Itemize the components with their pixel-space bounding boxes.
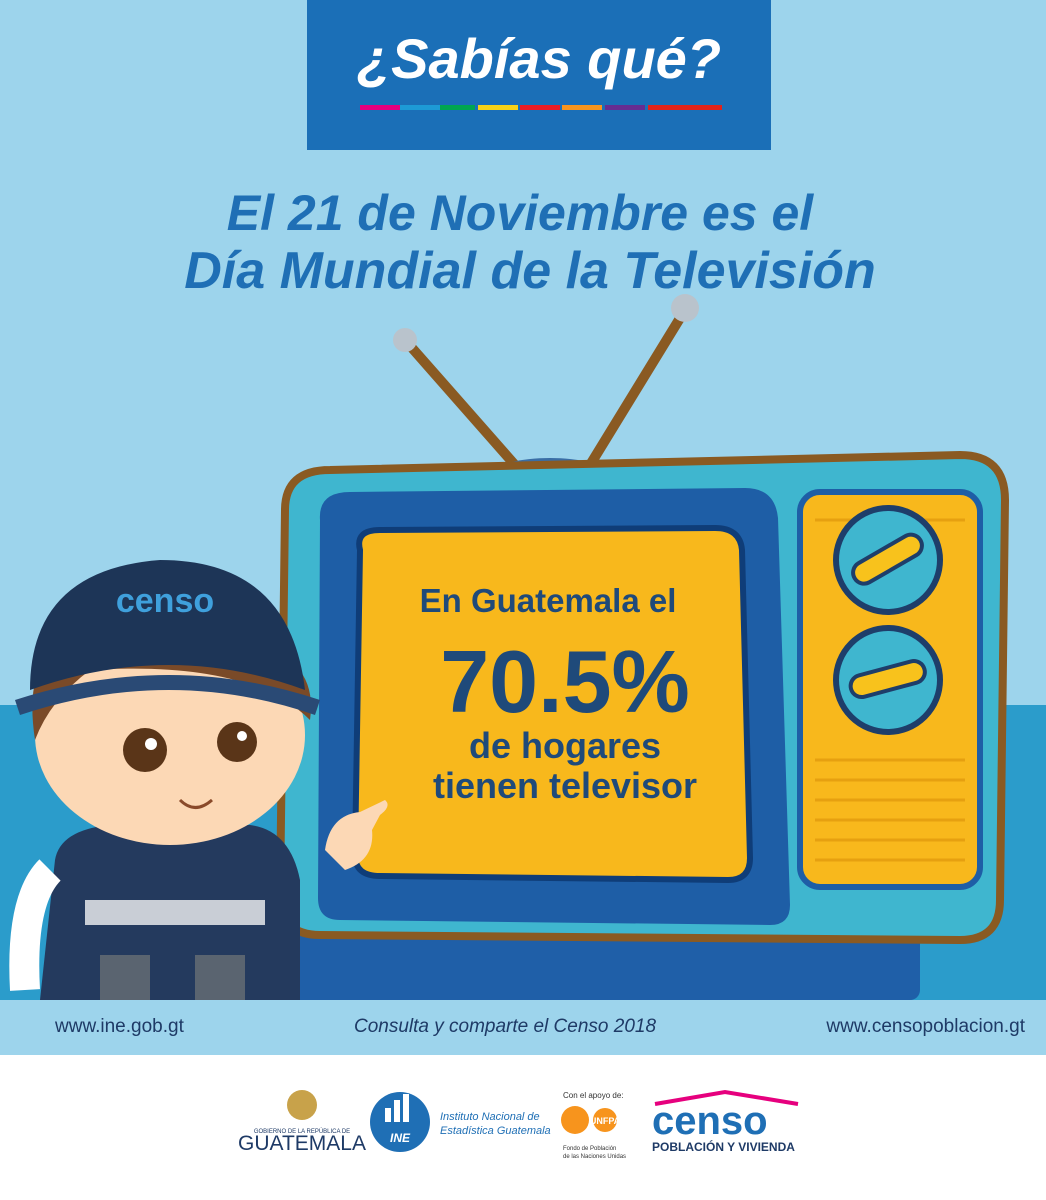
decoration	[85, 900, 265, 925]
mascot: censo	[9, 560, 388, 1000]
decoration	[403, 1094, 409, 1122]
decoration	[648, 105, 722, 110]
footer-link: www.ine.gob.gt	[54, 1016, 185, 1037]
header-box	[307, 0, 771, 150]
logo-text: POBLACIÓN Y VIVIENDA	[652, 1139, 795, 1154]
footer-tagline: Consulta y comparte el Censo 2018	[354, 1016, 656, 1037]
header-title: ¿Sabías qué?	[357, 27, 721, 90]
antenna-tip	[393, 328, 417, 352]
logo-ine: INE Instituto Nacional de Estadística Gu…	[370, 1092, 551, 1152]
decoration	[394, 1100, 400, 1122]
decoration	[9, 859, 62, 991]
decoration	[561, 1106, 589, 1134]
logo-text: GOBIERNO DE LA REPÚBLICA DE	[254, 1128, 350, 1135]
decoration	[15, 675, 320, 715]
decoration	[287, 1090, 317, 1120]
logo-censo: censo POBLACIÓN Y VIVIENDA	[652, 1089, 799, 1154]
tv-stand	[270, 930, 920, 1000]
decoration	[440, 105, 475, 110]
decoration	[30, 560, 305, 690]
decoration	[562, 105, 602, 110]
logo-text: Estadística Guatemala	[440, 1125, 551, 1137]
knob-handle	[848, 659, 927, 700]
decoration	[360, 105, 400, 110]
decoration	[593, 1108, 617, 1132]
headline-line: Día Mundial de la Televisión	[184, 242, 876, 300]
decoration	[178, 798, 213, 809]
logo-guatemala: GOBIERNO DE LA REPÚBLICA DE GUATEMALA	[238, 1090, 366, 1155]
decoration	[520, 105, 560, 110]
color-bar	[360, 105, 722, 110]
decoration	[217, 722, 257, 762]
decoration	[195, 955, 245, 1000]
logo-unfpa: Con el apoyo de: UNFPA Fondo de Població…	[561, 1091, 626, 1160]
decoration	[400, 105, 440, 110]
screen-text: En Guatemala el	[420, 582, 677, 619]
logo-text: UNFPA	[590, 1116, 621, 1126]
headline-line: El 21 de Noviembre es el	[227, 185, 815, 241]
antenna	[585, 305, 690, 470]
decoration	[654, 1089, 799, 1106]
logo-strip	[0, 1055, 1046, 1200]
decoration	[478, 105, 518, 110]
decoration	[385, 1108, 391, 1122]
logo-text: INE	[390, 1131, 411, 1145]
decoration	[100, 955, 150, 1000]
antenna-tip	[671, 294, 699, 322]
screen-figure: 70.5%	[440, 632, 690, 731]
decoration	[237, 731, 247, 741]
antenna	[400, 335, 520, 470]
logo-text: GUATEMALA	[238, 1132, 366, 1155]
screen-text: de hogares	[469, 725, 661, 766]
logo-text: Con el apoyo de:	[563, 1091, 624, 1100]
knob-handle	[851, 532, 924, 586]
logo-text: censo	[652, 1099, 768, 1143]
cap-logo: censo	[116, 582, 214, 620]
speaker-grille	[815, 518, 965, 862]
decoration	[605, 105, 645, 110]
logo-text: Fondo de Población	[563, 1146, 616, 1152]
decoration	[145, 738, 157, 750]
logo-text: Instituto Nacional de	[440, 1111, 540, 1123]
decoration	[123, 728, 167, 772]
footer-link: www.censopoblacion.gt	[825, 1016, 1025, 1037]
screen-text: tienen televisor	[433, 765, 697, 806]
decoration	[325, 800, 388, 870]
logo-text: de las Naciones Unidas	[563, 1154, 626, 1160]
screen	[351, 524, 754, 884]
